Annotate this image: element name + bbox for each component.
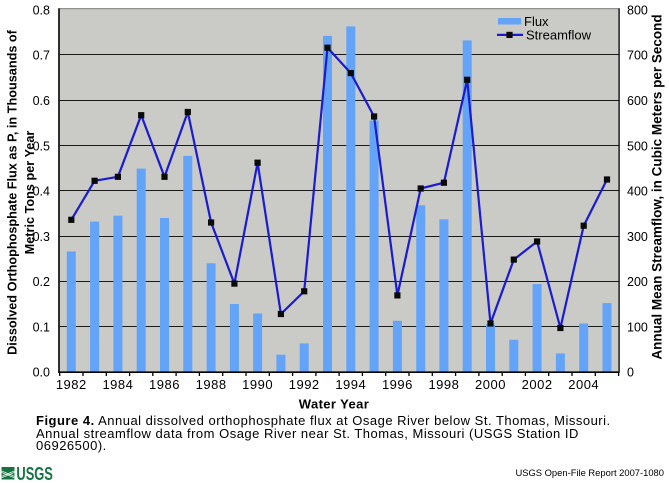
svg-text:0.0: 0.0 xyxy=(33,366,50,380)
svg-text:1990: 1990 xyxy=(242,377,273,392)
svg-text:1988: 1988 xyxy=(196,377,227,392)
svg-text:Flux: Flux xyxy=(524,14,549,29)
svg-text:0: 0 xyxy=(627,366,634,380)
svg-text:1982: 1982 xyxy=(56,377,87,392)
svg-text:200: 200 xyxy=(627,275,648,289)
svg-text:Annual Mean Streamflow, in Cub: Annual Mean Streamflow, in Cubic Meters … xyxy=(650,14,665,359)
svg-text:0.2: 0.2 xyxy=(33,275,50,289)
svg-text:1984: 1984 xyxy=(102,377,133,392)
svg-text:500: 500 xyxy=(627,139,648,153)
svg-text:0.4: 0.4 xyxy=(33,185,50,199)
svg-text:0.5: 0.5 xyxy=(33,139,50,153)
svg-text:USGS: USGS xyxy=(16,466,53,482)
svg-text:Dissolved Orthophosphate Flux: Dissolved Orthophosphate Flux as P, in T… xyxy=(6,29,20,355)
svg-text:100: 100 xyxy=(627,320,648,334)
svg-text:Water Year: Water Year xyxy=(299,396,370,411)
svg-text:2004: 2004 xyxy=(568,377,599,392)
svg-text:600: 600 xyxy=(627,94,648,108)
svg-text:800: 800 xyxy=(627,3,648,17)
svg-text:1994: 1994 xyxy=(335,377,366,392)
svg-text:400: 400 xyxy=(627,185,648,199)
svg-text:0.3: 0.3 xyxy=(33,230,50,244)
svg-text:0.8: 0.8 xyxy=(33,3,50,17)
svg-text:0.1: 0.1 xyxy=(33,320,50,334)
svg-text:2002: 2002 xyxy=(522,377,553,392)
svg-text:1996: 1996 xyxy=(382,377,413,392)
svg-text:1986: 1986 xyxy=(149,377,180,392)
svg-text:Streamflow: Streamflow xyxy=(526,28,592,43)
svg-text:700: 700 xyxy=(627,49,648,63)
svg-text:0.7: 0.7 xyxy=(33,49,50,63)
svg-text:0.6: 0.6 xyxy=(33,94,50,108)
svg-text:300: 300 xyxy=(627,230,648,244)
svg-text:1998: 1998 xyxy=(428,377,459,392)
svg-text:Metric Tons per Year: Metric Tons per Year xyxy=(23,131,37,255)
svg-text:2000: 2000 xyxy=(475,377,506,392)
svg-text:1992: 1992 xyxy=(289,377,320,392)
